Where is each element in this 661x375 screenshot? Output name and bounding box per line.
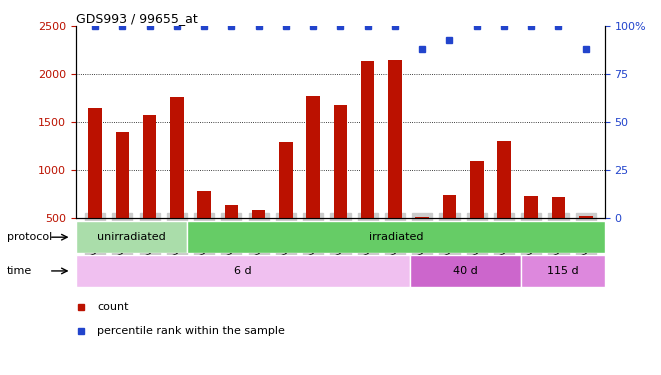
Text: unirradiated: unirradiated	[97, 232, 166, 242]
Text: count: count	[97, 302, 129, 312]
Text: 115 d: 115 d	[547, 266, 579, 276]
Text: percentile rank within the sample: percentile rank within the sample	[97, 326, 285, 336]
Bar	[579, 216, 592, 266]
Bar	[170, 97, 184, 266]
Text: 6 d: 6 d	[234, 266, 252, 276]
Bar	[388, 60, 402, 266]
Text: protocol: protocol	[7, 232, 52, 242]
Bar	[76, 221, 187, 253]
Bar	[361, 61, 375, 266]
Bar	[524, 195, 538, 266]
Bar	[198, 191, 211, 266]
Bar	[552, 197, 565, 266]
Bar	[225, 205, 238, 266]
Bar	[306, 96, 320, 266]
Bar	[410, 255, 522, 287]
Bar	[89, 108, 102, 266]
Bar	[116, 132, 129, 266]
Bar	[497, 141, 511, 266]
Bar	[522, 255, 605, 287]
Bar	[334, 105, 347, 266]
Bar	[443, 195, 456, 266]
Text: irradiated: irradiated	[369, 232, 423, 242]
Bar	[252, 210, 266, 266]
Text: time: time	[7, 266, 32, 276]
Bar	[76, 255, 410, 287]
Text: 40 d: 40 d	[453, 266, 478, 276]
Bar	[279, 142, 293, 266]
Text: GDS993 / 99655_at: GDS993 / 99655_at	[76, 12, 198, 25]
Bar	[415, 216, 429, 266]
Bar	[143, 115, 157, 266]
Bar	[187, 221, 605, 253]
Bar	[470, 161, 483, 266]
